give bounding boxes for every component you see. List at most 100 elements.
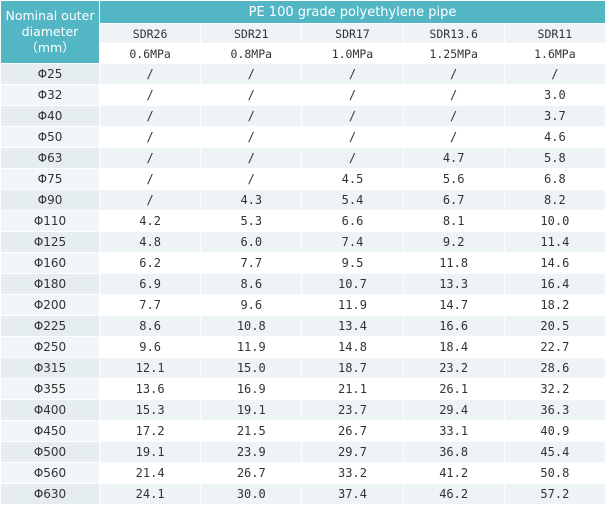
table-row: Φ40// //3.7 <box>0 105 605 127</box>
table-row: Φ500 19.1 23.9 29.7 36.8 45.4 <box>0 441 605 463</box>
thickness-cell: 13.4 <box>301 315 404 337</box>
thickness-cell: 11.9 <box>301 294 404 316</box>
thickness-cell: 14.8 <box>301 336 404 358</box>
thickness-cell: 9.5 <box>301 252 404 274</box>
pressure-header: 0.6MPa <box>98 43 202 64</box>
table-row: Φ50// //4.6 <box>0 126 605 148</box>
sdr-header-row: SDR26 SDR21 SDR17 SDR13.6 SDR11 <box>1 23 605 44</box>
thickness-cell: 5.8 <box>503 147 605 169</box>
sdr-header: SDR17 <box>301 23 404 44</box>
table-row: Φ400 15.3 19.1 23.7 29.4 36.3 <box>0 399 605 421</box>
thickness-cell: 22.7 <box>503 336 605 358</box>
thickness-cell: / <box>200 84 303 106</box>
thickness-cell: 6.0 <box>200 231 303 253</box>
thickness-cell: 33.1 <box>402 420 505 442</box>
diameter-cell: Φ63 <box>0 147 100 169</box>
thickness-cell: 20.5 <box>503 315 605 337</box>
diameter-cell: Φ125 <box>0 231 100 253</box>
thickness-cell: / <box>503 63 605 85</box>
thickness-cell: 16.6 <box>402 315 505 337</box>
diameter-cell: Φ32 <box>0 84 100 106</box>
corner-header: Nominal outer diameter（mm） <box>0 0 100 64</box>
table-row: Φ200 7.7 9.6 11.9 14.7 18.2 <box>0 294 605 316</box>
thickness-cell: / <box>200 168 303 190</box>
pressure-header: 1.6MPa <box>503 43 605 64</box>
thickness-cell: 26.7 <box>301 420 404 442</box>
pressure-header: 1.25MPa <box>402 43 505 64</box>
thickness-cell: 18.4 <box>402 336 505 358</box>
thickness-cell: / <box>200 105 303 127</box>
diameter-cell: Φ315 <box>0 357 100 379</box>
thickness-cell: 5.3 <box>200 210 303 232</box>
thickness-cell: 11.4 <box>503 231 605 253</box>
diameter-cell: Φ75 <box>0 168 100 190</box>
thickness-cell: 32.2 <box>503 378 605 400</box>
diameter-cell: Φ110 <box>0 210 100 232</box>
thickness-cell: 46.2 <box>402 483 505 505</box>
thickness-cell: 36.8 <box>402 441 505 463</box>
thickness-cell: 21.4 <box>98 462 202 484</box>
thickness-cell: 23.9 <box>200 441 303 463</box>
diameter-cell: Φ630 <box>0 483 100 505</box>
diameter-cell: Φ450 <box>0 420 100 442</box>
table-row: Φ560 21.4 26.7 33.2 41.2 50.8 <box>0 462 605 484</box>
thickness-cell: 4.8 <box>98 231 202 253</box>
thickness-cell: 10.8 <box>200 315 303 337</box>
thickness-cell: 36.3 <box>503 399 605 421</box>
thickness-cell: 33.2 <box>301 462 404 484</box>
sdr-header: SDR21 <box>200 23 303 44</box>
thickness-cell: 57.2 <box>503 483 605 505</box>
thickness-cell: 21.1 <box>301 378 404 400</box>
thickness-cell: 45.4 <box>503 441 605 463</box>
thickness-cell: 14.7 <box>402 294 505 316</box>
table-body: Φ25// / / / Φ32// //3.0 Φ40// //3.7 Φ50// //4.6 Φ6… <box>0 63 605 505</box>
thickness-cell: / <box>98 168 202 190</box>
thickness-cell: / <box>402 105 505 127</box>
thickness-cell: / <box>98 84 202 106</box>
thickness-cell: 9.6 <box>200 294 303 316</box>
table-row: Φ450 17.2 21.5 26.7 33.1 40.9 <box>0 420 605 442</box>
thickness-cell: 26.1 <box>402 378 505 400</box>
thickness-cell: / <box>200 147 303 169</box>
thickness-cell: 6.6 <box>301 210 404 232</box>
table-row: Φ63///4.7 5.8 <box>0 147 605 169</box>
thickness-cell: 13.6 <box>98 378 202 400</box>
pressure-header: 1.0MPa <box>301 43 404 64</box>
thickness-cell: 41.2 <box>402 462 505 484</box>
thickness-cell: 10.0 <box>503 210 605 232</box>
thickness-cell: 8.2 <box>503 189 605 211</box>
thickness-cell: 5.4 <box>301 189 404 211</box>
table-row: Φ630 24.1 30.0 37.4 46.2 57.2 <box>0 483 605 505</box>
thickness-cell: / <box>301 105 404 127</box>
thickness-cell: / <box>301 126 404 148</box>
thickness-cell: 24.1 <box>98 483 202 505</box>
thickness-cell: 23.2 <box>402 357 505 379</box>
thickness-cell: 9.2 <box>402 231 505 253</box>
thickness-cell: 30.0 <box>200 483 303 505</box>
thickness-cell: 12.1 <box>98 357 202 379</box>
thickness-cell: 4.7 <box>402 147 505 169</box>
diameter-cell: Φ400 <box>0 399 100 421</box>
thickness-cell: 7.7 <box>200 252 303 274</box>
thickness-cell: 21.5 <box>200 420 303 442</box>
thickness-cell: 40.9 <box>503 420 605 442</box>
thickness-cell: / <box>301 63 404 85</box>
thickness-cell: 7.4 <box>301 231 404 253</box>
diameter-cell: Φ180 <box>0 273 100 295</box>
thickness-cell: 6.7 <box>402 189 505 211</box>
table-header: Nominal outer diameter（mm） PE 100 grade … <box>0 0 605 64</box>
thickness-cell: / <box>200 126 303 148</box>
thickness-cell: 50.8 <box>503 462 605 484</box>
thickness-cell: / <box>301 147 404 169</box>
table-row: Φ75//4.5 5.6 6.8 <box>0 168 605 190</box>
diameter-cell: Φ560 <box>0 462 100 484</box>
thickness-cell: 15.0 <box>200 357 303 379</box>
thickness-cell: 4.5 <box>301 168 404 190</box>
thickness-cell: 19.1 <box>98 441 202 463</box>
thickness-cell: 15.3 <box>98 399 202 421</box>
thickness-cell: / <box>402 84 505 106</box>
table-row: Φ25// / / / <box>0 63 605 85</box>
thickness-cell: 6.8 <box>503 168 605 190</box>
thickness-cell: 3.7 <box>503 105 605 127</box>
thickness-cell: 29.7 <box>301 441 404 463</box>
